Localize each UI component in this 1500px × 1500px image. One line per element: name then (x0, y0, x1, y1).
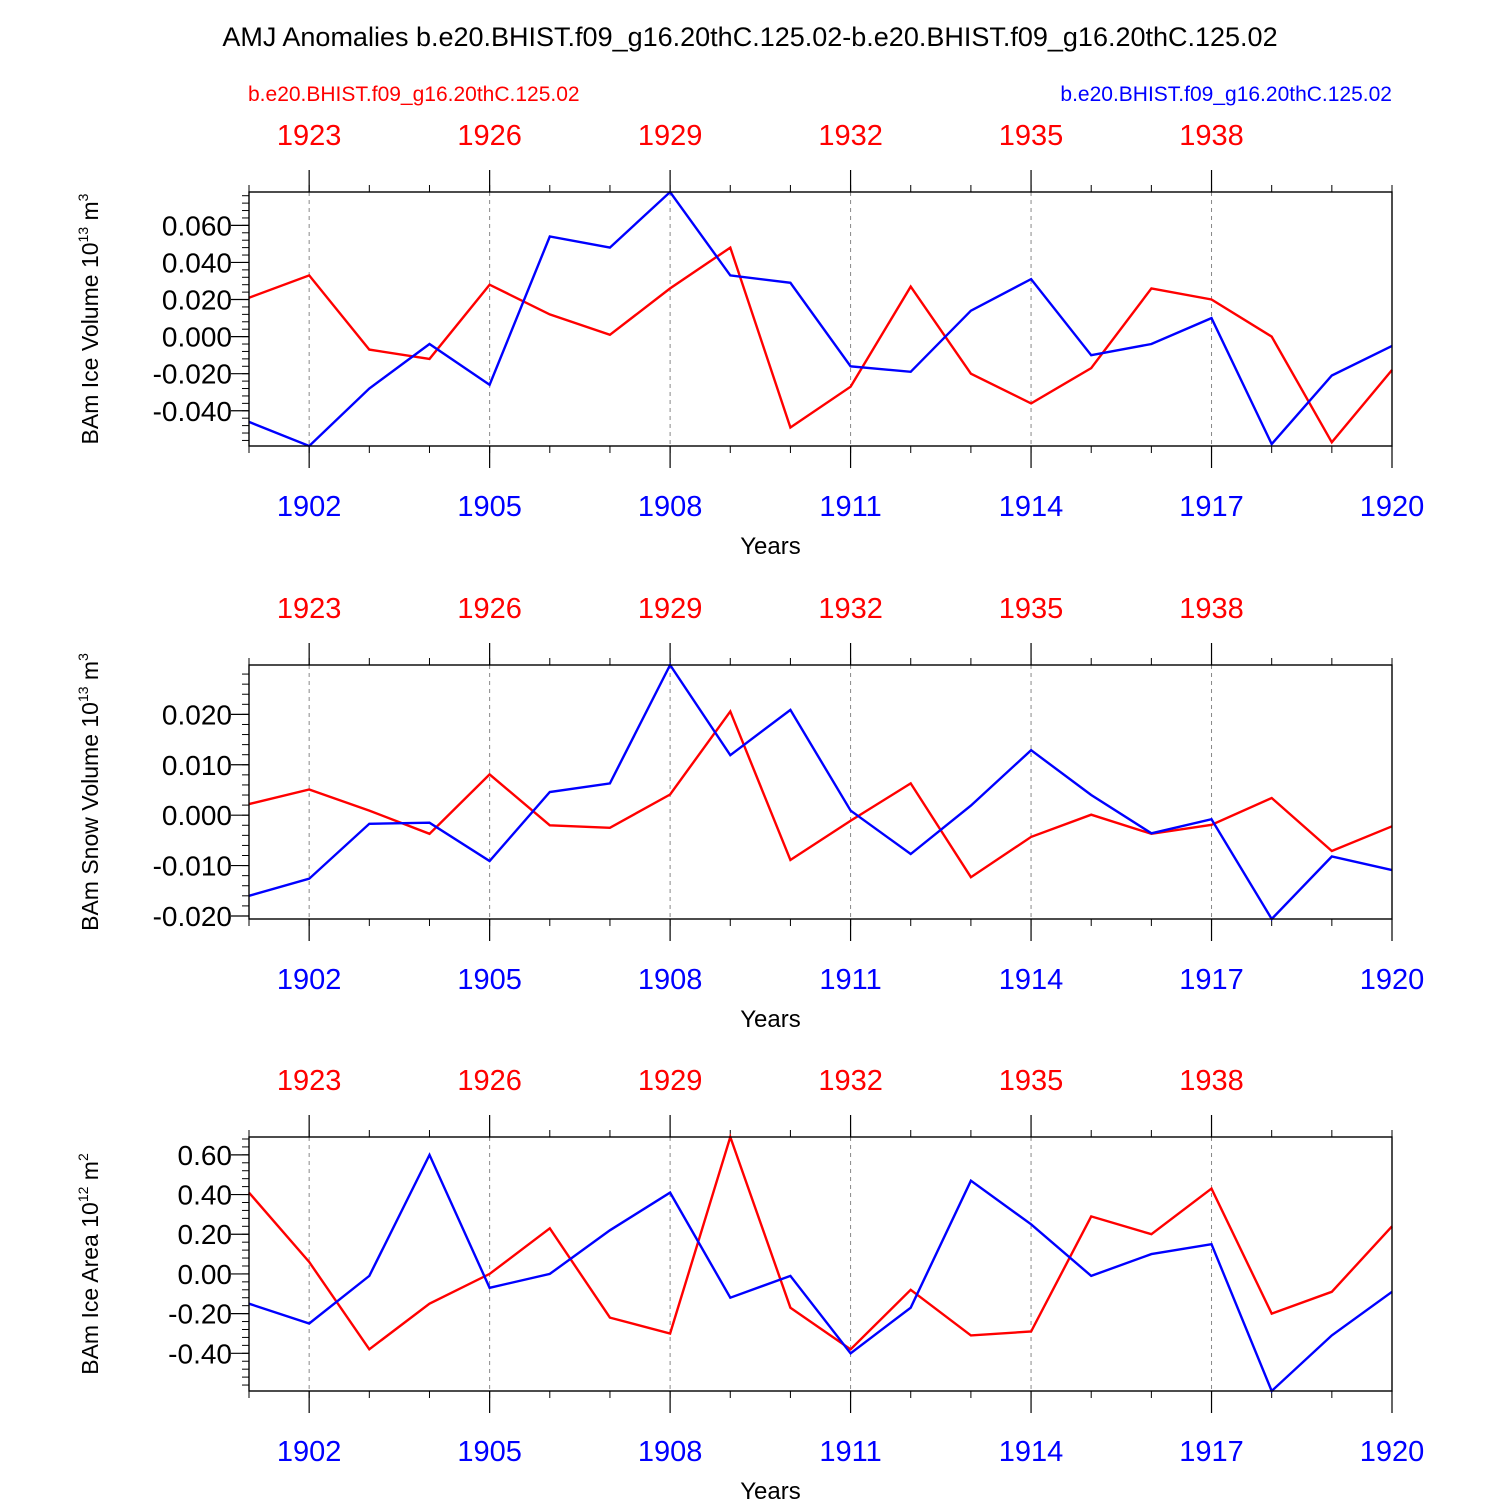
series-line-blue (248, 662, 1393, 921)
x-top-tick-label: 1935 (999, 1065, 1064, 1097)
x-tick-label: 1902 (277, 1436, 342, 1468)
legend-left-label: b.e20.BHIST.f09_g16.20thC.125.02 (248, 83, 580, 106)
x-top-tick-label: 1923 (277, 120, 342, 152)
y-tick-label: 0.40 (178, 1180, 233, 1211)
y-tick-label: 0.60 (178, 1140, 233, 1171)
plot-frame (248, 191, 1393, 447)
y-tick-label: 0.010 (162, 750, 232, 781)
x-tick-label: 1917 (1179, 964, 1244, 996)
x-tick-label: 1917 (1179, 491, 1244, 523)
y-tick-label: -0.020 (153, 359, 232, 390)
series-line-blue (248, 190, 1393, 448)
x-top-tick-label: 1935 (999, 593, 1064, 625)
x-top-tick-label: 1926 (457, 593, 522, 625)
y-tick-label: -0.010 (153, 851, 232, 882)
y-tick-label: 0.040 (162, 247, 232, 278)
series-line-red (248, 1133, 1393, 1352)
y-tick-label: -0.040 (153, 396, 232, 427)
x-axis-title: Years (740, 1006, 801, 1033)
x-tick-label: 1902 (277, 491, 342, 523)
legend-right-label: b.e20.BHIST.f09_g16.20thC.125.02 (1060, 83, 1392, 106)
x-tick-label: 1905 (457, 1436, 522, 1468)
x-top-tick-label: 1926 (457, 120, 522, 152)
x-top-tick-label: 1938 (1179, 120, 1244, 152)
x-tick-label: 1920 (1360, 1436, 1425, 1468)
y-tick-label: 0.000 (162, 800, 232, 831)
chart-panel-3: 1902 1905 1908 1911 1914 1917 1920 1923 1926 1929… (75, 1065, 1424, 1500)
y-axis-title: BAm Ice Area 1012 m2 (75, 1153, 103, 1375)
chart-panel-2: 1902 1905 1908 1911 1914 1917 1920 1923 1926 1929… (75, 593, 1424, 1033)
x-tick-label: 1911 (819, 964, 881, 996)
chart-panel-1: 1902 1905 1908 1911 1914 1917 1920 1923 1926 1929… (75, 120, 1424, 560)
series-line-red (248, 708, 1393, 879)
x-top-tick-label: 1938 (1179, 593, 1244, 625)
x-tick-label: 1908 (638, 964, 703, 996)
x-tick-label: 1908 (638, 491, 703, 523)
x-top-tick-label: 1926 (457, 1065, 522, 1097)
x-top-tick-label: 1929 (638, 1065, 703, 1097)
y-tick-label: 0.20 (178, 1219, 233, 1250)
x-tick-label: 1911 (819, 1436, 881, 1468)
x-axis-title: Years (740, 1478, 801, 1500)
x-top-tick-label: 1932 (818, 593, 883, 625)
y-tick-label: 0.060 (162, 210, 232, 241)
x-tick-label: 1905 (457, 491, 522, 523)
x-top-tick-label: 1932 (818, 1065, 883, 1097)
x-tick-label: 1908 (638, 1436, 703, 1468)
y-axis-title: BAm Snow Volume 1013 m3 (75, 653, 103, 931)
y-tick-label: 0.00 (178, 1259, 233, 1290)
y-tick-label: -0.20 (168, 1299, 232, 1330)
x-top-tick-label: 1932 (818, 120, 883, 152)
y-tick-label: 0.020 (162, 699, 232, 730)
x-tick-label: 1905 (457, 964, 522, 996)
x-axis-title: Years (740, 533, 801, 560)
series-line-blue (248, 1152, 1393, 1394)
plot-frame (248, 1136, 1393, 1392)
x-tick-label: 1920 (1360, 491, 1425, 523)
x-tick-label: 1914 (999, 964, 1064, 996)
x-top-tick-label: 1938 (1179, 1065, 1244, 1097)
x-tick-label: 1917 (1179, 1436, 1244, 1468)
y-tick-label: 0.020 (162, 285, 232, 316)
plot-frame (248, 664, 1393, 920)
x-tick-label: 1911 (819, 491, 881, 523)
x-tick-label: 1902 (277, 964, 342, 996)
figure-title: AMJ Anomalies b.e20.BHIST.f09_g16.20thC.… (222, 22, 1277, 52)
y-tick-label: 0.000 (162, 322, 232, 353)
y-tick-label: -0.020 (153, 901, 232, 932)
x-tick-label: 1920 (1360, 964, 1425, 996)
x-tick-label: 1914 (999, 1436, 1064, 1468)
y-axis-title: BAm Ice Volume 1013 m3 (75, 193, 103, 444)
x-top-tick-label: 1929 (638, 593, 703, 625)
x-tick-label: 1914 (999, 491, 1064, 523)
x-top-tick-label: 1929 (638, 120, 703, 152)
x-top-tick-label: 1923 (277, 593, 342, 625)
x-top-tick-label: 1935 (999, 120, 1064, 152)
x-top-tick-label: 1923 (277, 1065, 342, 1097)
y-tick-label: -0.40 (168, 1338, 232, 1369)
series-line-red (248, 245, 1393, 445)
